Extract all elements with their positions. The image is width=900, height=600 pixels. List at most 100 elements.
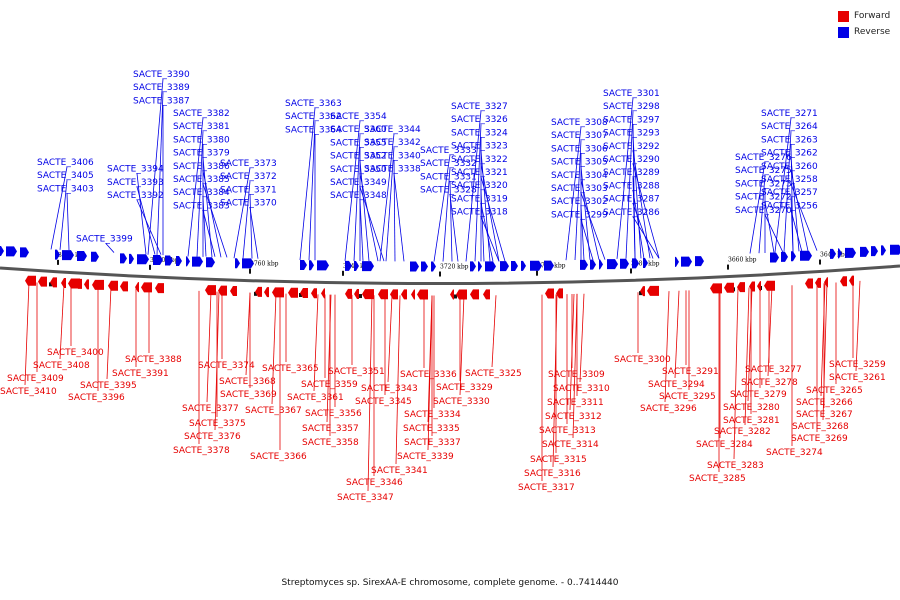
reverse-gene-glyph <box>890 244 900 255</box>
reverse-gene-glyph <box>55 249 60 260</box>
forward-gene-label: SACTE_3274 <box>766 448 823 458</box>
forward-gene-label: SACTE_3266 <box>796 398 853 408</box>
forward-gene-glyph <box>737 282 745 293</box>
reverse-gene-label: SACTE_3319 <box>451 194 508 204</box>
reverse-gene-glyph <box>478 261 482 272</box>
forward-gene-label: SACTE_3280 <box>723 403 780 413</box>
forward-gene-label: SACTE_3269 <box>791 434 848 444</box>
forward-gene-label: SACTE_3284 <box>696 440 753 450</box>
forward-gene-label: SACTE_3261 <box>829 373 886 383</box>
forward-gene-label: SACTE_3267 <box>796 410 853 420</box>
reverse-leader-line <box>632 216 660 259</box>
reverse-gene-label: SACTE_3321 <box>451 168 508 178</box>
reverse-leader-line <box>565 126 582 261</box>
minor-tick <box>359 294 362 299</box>
reverse-gene-label: SACTE_3301 <box>603 89 660 99</box>
reverse-gene-glyph <box>431 261 436 272</box>
forward-gene-glyph <box>545 288 554 299</box>
reverse-gene-label: SACTE_3327 <box>451 102 508 112</box>
forward-gene-label: SACTE_3314 <box>542 440 599 450</box>
forward-gene-glyph <box>840 276 847 287</box>
reverse-leader-line <box>474 124 482 262</box>
forward-gene-glyph <box>362 289 374 300</box>
forward-gene-label: SACTE_3259 <box>829 360 886 370</box>
forward-gene-label: SACTE_3356 <box>305 409 362 419</box>
reverse-leader-line <box>783 131 792 252</box>
reverse-leader-line <box>480 216 500 262</box>
reverse-leader-line <box>299 107 316 261</box>
forward-gene-glyph <box>120 281 128 292</box>
forward-gene-label: SACTE_3346 <box>346 478 403 488</box>
forward-gene-label: SACTE_3365 <box>262 364 319 374</box>
forward-gene-label: SACTE_3281 <box>723 416 780 426</box>
reverse-gene-glyph <box>781 251 788 262</box>
reverse-gene-label: SACTE_3342 <box>364 138 421 148</box>
reverse-gene-label: SACTE_3272 <box>735 193 792 203</box>
forward-gene-glyph <box>456 289 467 300</box>
reverse-gene-label: SACTE_3355 <box>330 138 387 148</box>
reverse-gene-label: SACTE_3260 <box>761 162 818 172</box>
reverse-gene-glyph <box>675 256 679 267</box>
reverse-gene-label: SACTE_3305 <box>551 158 608 168</box>
reverse-leader-line <box>580 179 600 260</box>
forward-gene-glyph <box>354 288 359 299</box>
reverse-leader-line <box>580 192 606 260</box>
reverse-gene-glyph <box>153 254 163 265</box>
reverse-gene-glyph <box>500 261 509 272</box>
reverse-leader-line <box>480 163 500 262</box>
reverse-gene-label: SACTE_3320 <box>451 181 508 191</box>
forward-gene-label: SACTE_3368 <box>219 377 276 387</box>
forward-gene-glyph <box>640 286 645 297</box>
reverse-gene-label: SACTE_3293 <box>603 129 660 139</box>
reverse-gene-label: SACTE_3273 <box>735 179 792 189</box>
reverse-gene-glyph <box>300 260 307 270</box>
forward-leader-line <box>24 281 30 386</box>
reverse-gene-glyph <box>681 256 692 267</box>
forward-gene-label: SACTE_3395 <box>80 381 137 391</box>
forward-gene-glyph <box>647 285 659 296</box>
reverse-gene-label: SACTE_3331 <box>420 172 477 182</box>
reverse-gene-glyph <box>860 246 869 257</box>
forward-leader-line <box>552 294 558 468</box>
forward-gene-label: SACTE_3341 <box>371 466 428 476</box>
reverse-leader-line <box>393 173 405 262</box>
forward-gene-glyph <box>272 287 284 298</box>
reverse-leader-line <box>353 134 361 261</box>
forward-gene-glyph <box>849 275 854 286</box>
legend-forward-label: Forward <box>854 11 891 21</box>
forward-leader-line <box>855 280 861 372</box>
reverse-leader-line <box>59 180 68 250</box>
reverse-leader-line <box>66 193 70 251</box>
forward-gene-label: SACTE_3285 <box>689 474 746 484</box>
reverse-gene-label: SACTE_3393 <box>107 178 164 188</box>
reverse-gene-label: SACTE_3381 <box>173 122 230 132</box>
reverse-leader-line <box>480 176 506 262</box>
reverse-leader-line <box>632 163 660 259</box>
forward-gene-label: SACTE_3391 <box>112 369 169 379</box>
forward-gene-glyph <box>288 287 298 298</box>
forward-gene-label: SACTE_3388 <box>125 355 182 365</box>
reverse-gene-label: SACTE_3299 <box>551 210 608 220</box>
reverse-gene-glyph <box>770 252 779 263</box>
reverse-gene-label: SACTE_3318 <box>451 208 508 218</box>
forward-gene-label: SACTE_3343 <box>361 384 418 394</box>
reverse-leader-line <box>480 150 491 262</box>
reverse-gene-label: SACTE_3372 <box>220 172 277 182</box>
reverse-gene-label: SACTE_3332 <box>420 159 477 169</box>
forward-leader-line <box>822 283 828 421</box>
reverse-gene-label: SACTE_3390 <box>133 70 190 80</box>
reverse-gene-label: SACTE_3399 <box>76 235 133 245</box>
forward-gene-glyph <box>50 277 57 288</box>
forward-leader-line <box>664 291 670 403</box>
reverse-gene-label: SACTE_3276 <box>735 153 792 163</box>
reverse-leader-line <box>359 200 364 261</box>
strand-legend: Forward Reverse <box>838 8 898 40</box>
reverse-gene-glyph <box>838 248 842 259</box>
reverse-gene-label: SACTE_3348 <box>330 191 387 201</box>
forward-gene-label: SACTE_3369 <box>220 390 277 400</box>
forward-leader-line <box>767 286 773 377</box>
forward-gene-glyph <box>264 287 269 298</box>
minor-tick <box>254 291 257 296</box>
reverse-leader-line <box>105 243 115 253</box>
reverse-gene-glyph <box>91 251 99 262</box>
